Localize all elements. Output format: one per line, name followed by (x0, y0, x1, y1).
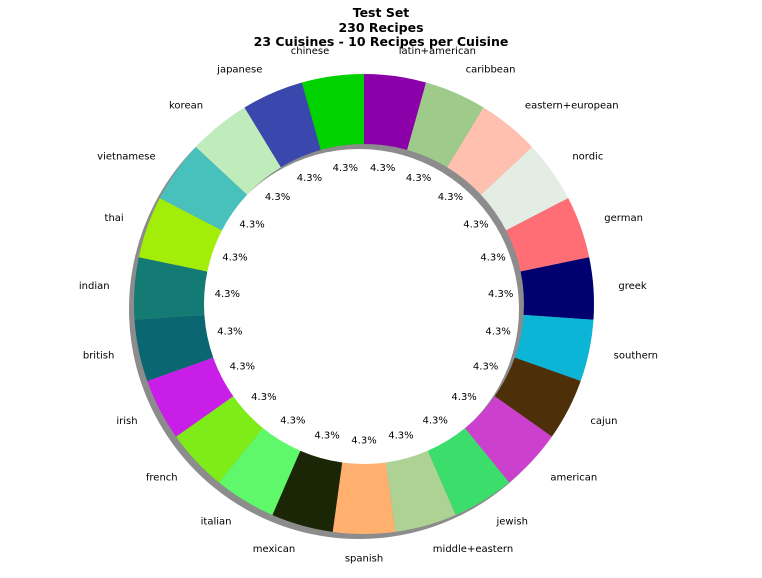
chart-title-line-2: 230 Recipes (338, 19, 424, 35)
donut-slice-jewish (427, 428, 510, 515)
donut-slice-latin-american (364, 74, 427, 150)
slice-label-cajun: cajun (590, 416, 617, 427)
slice-label-british: british (83, 350, 114, 361)
slice-pct-irish: 4.3% (230, 362, 255, 373)
slice-pct-latin-american: 4.3% (370, 163, 395, 174)
slice-pct-greek: 4.3% (488, 289, 513, 300)
donut-slice-japanese (244, 82, 321, 168)
donut-slice-mexican (272, 450, 343, 532)
donut-slice-vietnamese (159, 147, 248, 231)
slice-label-vietnamese: vietnamese (97, 151, 156, 162)
donut-slice-italian (218, 428, 301, 515)
donut-slice-southern (514, 314, 594, 382)
slice-pct-southern: 4.3% (485, 326, 510, 337)
slice-label-eastern-european: eastern+european (525, 101, 619, 112)
slice-label-mexican: mexican (253, 544, 295, 555)
slice-pct-nordic: 4.3% (463, 219, 488, 230)
slice-label-korean: korean (169, 101, 203, 112)
slice-label-italian: italian (201, 516, 232, 527)
slice-label-irish: irish (116, 416, 137, 427)
donut-slice-eastern-european (447, 107, 533, 195)
slice-label-nordic: nordic (572, 151, 603, 162)
slice-label-french: french (146, 473, 178, 484)
slice-label-japanese: japanese (216, 65, 262, 76)
slice-label-german: german (604, 213, 643, 224)
donut-slice-german (506, 198, 590, 272)
donut-slice-french (176, 396, 264, 483)
donut-slice-indian (134, 257, 208, 320)
donut-labels: latin+american 4.3% caribbean 4.3% eastern+e… (79, 46, 658, 565)
slice-pct-jewish: 4.3% (422, 416, 447, 427)
donut-slice-cajun (494, 357, 581, 437)
slice-pct-german: 4.3% (480, 253, 505, 264)
slice-label-middle-eastern: middle+eastern (433, 544, 513, 555)
slice-pct-korean: 4.3% (265, 192, 290, 203)
slice-pct-spanish: 4.3% (351, 436, 376, 447)
slice-pct-japanese: 4.3% (297, 173, 322, 184)
slice-label-chinese: chinese (291, 46, 329, 57)
donut-slice-thai (138, 198, 222, 272)
donut-slice-irish (147, 357, 234, 437)
slice-pct-french: 4.3% (251, 392, 276, 403)
donut-slice-nordic (480, 147, 569, 231)
slice-pct-caribbean: 4.3% (406, 173, 431, 184)
donut-slice-chinese (301, 74, 364, 150)
donut-slice-spanish (332, 462, 396, 535)
slice-pct-indian: 4.3% (215, 289, 240, 300)
slice-pct-middle-eastern: 4.3% (388, 430, 413, 441)
donut-slice-american (464, 396, 552, 483)
slice-label-greek: greek (618, 281, 647, 292)
slice-pct-american: 4.3% (451, 392, 476, 403)
chart-title-line-1: Test Set (352, 5, 410, 20)
slice-pct-eastern-european: 4.3% (438, 192, 463, 203)
donut-slice-middle-eastern (385, 450, 456, 532)
slice-label-thai: thai (105, 213, 124, 224)
slice-pct-british: 4.3% (217, 326, 242, 337)
slice-pct-italian: 4.3% (280, 416, 305, 427)
slice-pct-vietnamese: 4.3% (239, 219, 264, 230)
slice-label-caribbean: caribbean (466, 65, 516, 76)
slice-label-american: american (550, 473, 597, 484)
slice-label-indian: indian (79, 281, 110, 292)
slice-pct-chinese: 4.3% (333, 163, 358, 174)
donut-slice-british (134, 314, 214, 382)
donut-slice-caribbean (407, 82, 484, 168)
chart-title-line-3: 23 Cuisines - 10 Recipes per Cuisine (253, 34, 509, 49)
slice-label-latin-american: latin+american (399, 46, 476, 57)
slice-pct-thai: 4.3% (222, 253, 247, 264)
slice-pct-cajun: 4.3% (473, 362, 498, 373)
slice-label-jewish: jewish (495, 516, 527, 527)
slice-label-spanish: spanish (345, 554, 383, 565)
slice-pct-mexican: 4.3% (314, 430, 339, 441)
slice-label-southern: southern (614, 350, 658, 361)
donut-slice-greek (520, 257, 594, 320)
donut-slices (134, 74, 594, 535)
donut-slice-korean (195, 107, 281, 195)
